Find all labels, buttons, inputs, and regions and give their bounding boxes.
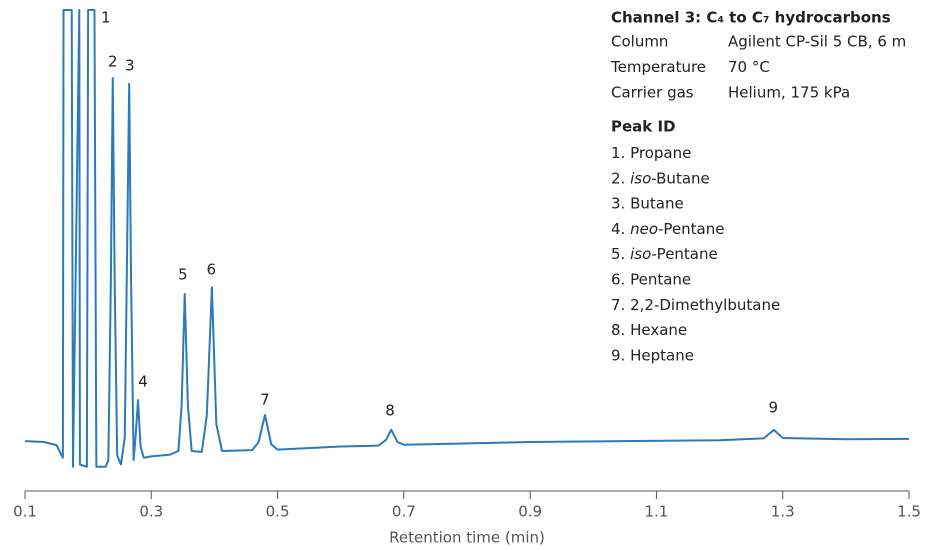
x-tick-label: 0.9 (518, 503, 542, 521)
peak-prefix: neo (630, 219, 658, 237)
peak-number: 6. (611, 270, 625, 288)
x-axis-label: Retention time (min) (389, 529, 545, 547)
peak-number: 7. (611, 295, 625, 313)
peak-header: Peak ID (611, 118, 676, 136)
peak-name: Pentane (630, 270, 691, 288)
peak-label: 6 (206, 261, 216, 279)
x-tick-label: 1.5 (897, 503, 921, 521)
x-tick-label: 1.3 (771, 503, 795, 521)
peak-number: 5. (611, 245, 625, 263)
peak-id: 2. iso-Butane (611, 169, 710, 187)
x-tick-label: 0.3 (139, 503, 163, 521)
peak-number: 1. (611, 144, 625, 162)
info-key: Column (611, 33, 668, 51)
peak-label: 5 (178, 266, 188, 284)
info-key: Carrier gas (611, 84, 694, 102)
peak-number: 2. (611, 169, 625, 187)
peak-name: Butane (630, 194, 684, 212)
peak-prefix: iso (630, 169, 651, 187)
peak-id: 8. Hexane (611, 321, 687, 339)
peak-number: 8. (611, 321, 625, 339)
peak-label: 9 (768, 398, 778, 416)
peak-name: -Pentane (651, 245, 717, 263)
peak-name: 2,2-Dimethylbutane (630, 295, 780, 313)
info-value: Agilent CP-Sil 5 CB, 6 m (728, 33, 906, 51)
info-title: Channel 3: C₄ to C₇ hydrocarbons (611, 9, 891, 27)
peak-id: 6. Pentane (611, 270, 691, 288)
peak-name: -Butane (651, 169, 709, 187)
peak-label: 7 (260, 391, 270, 409)
peak-label: 2 (108, 53, 118, 71)
info-key: Temperature (610, 58, 706, 76)
info-value: Helium, 175 kPa (728, 84, 850, 102)
peak-prefix: iso (630, 245, 651, 263)
peak-number: 4. (611, 219, 625, 237)
peak-name: Hexane (630, 321, 687, 339)
chromatogram-trace (24, 9, 910, 468)
peak-id: 1. Propane (611, 144, 691, 162)
peak-label: 1 (101, 9, 111, 27)
peak-name: Heptane (630, 346, 694, 364)
peak-name: -Pentane (658, 219, 724, 237)
peak-id: 9. Heptane (611, 346, 694, 364)
x-tick-label: 1.1 (644, 503, 668, 521)
peak-id: 4. neo-Pentane (611, 219, 724, 237)
peak-id: 3. Butane (611, 194, 684, 212)
peak-number: 9. (611, 346, 625, 364)
peak-id: 7. 2,2-Dimethylbutane (611, 295, 780, 313)
x-tick-label: 0.5 (266, 503, 290, 521)
peak-number: 3. (611, 194, 625, 212)
peak-label: 3 (125, 56, 135, 74)
peak-label: 8 (385, 401, 395, 419)
x-tick-label: 0.7 (392, 503, 416, 521)
info-value: 70 °C (728, 58, 770, 76)
x-tick-label: 0.1 (13, 503, 37, 521)
peak-id: 5. iso-Pentane (611, 245, 718, 263)
peak-label: 4 (138, 373, 148, 391)
peak-name: Propane (630, 144, 691, 162)
